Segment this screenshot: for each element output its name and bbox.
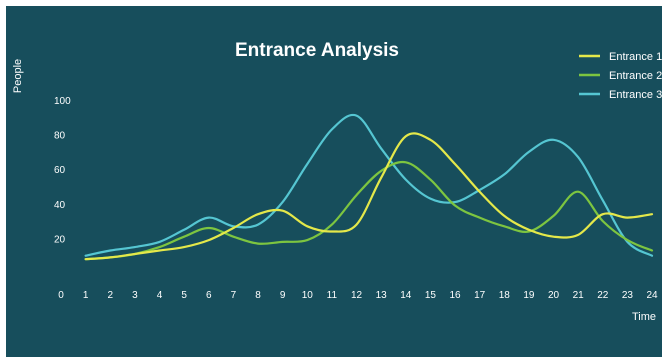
legend: Entrance 1 Entrance 2 Entrance 3 [579, 51, 662, 101]
x-tick-label: 18 [499, 290, 511, 301]
x-axis-label: Time [632, 311, 656, 323]
x-tick-label: 2 [107, 290, 113, 301]
x-tick-label: 22 [597, 290, 609, 301]
x-tick-label: 14 [400, 290, 412, 301]
x-tick-label: 9 [280, 290, 286, 301]
y-axis-label: People [12, 59, 24, 93]
x-tick-label: 10 [302, 290, 314, 301]
x-tick-label: 17 [474, 290, 486, 301]
x-tick-label: 20 [548, 290, 560, 301]
x-tick-label: 8 [255, 290, 261, 301]
x-tick-label: 23 [622, 290, 634, 301]
x-tick-label: 4 [157, 290, 163, 301]
x-tick-label: 5 [181, 290, 187, 301]
chart-panel: Entrance Analysis People Time 20 40 60 80 10… [6, 6, 662, 357]
series-lines [84, 113, 654, 261]
y-tick-label: 20 [54, 234, 66, 245]
series-line-1 [84, 132, 654, 261]
series-line-2 [84, 160, 654, 261]
legend-label: Entrance 2 [609, 70, 662, 82]
x-tick-label: 24 [646, 290, 658, 301]
series-line-3 [84, 113, 654, 257]
line-chart: Entrance Analysis People Time 2040608010… [12, 40, 662, 323]
x-tick-label: 0 [58, 290, 64, 301]
x-tick-label: 21 [573, 290, 585, 301]
x-tick-label: 16 [449, 290, 461, 301]
legend-label: Entrance 3 [609, 89, 662, 101]
legend-label: Entrance 1 [609, 51, 662, 63]
x-tick-labels: 0 1 2 3 4 5 6 7 8 9 10 11 12 13 14 15 16 17 18 19 20 21 22 23 24 [58, 290, 658, 301]
x-tick-label: 3 [132, 290, 138, 301]
x-tick-label: 7 [231, 290, 237, 301]
x-tick-label: 11 [327, 290, 338, 301]
x-tick-label: 13 [376, 290, 388, 301]
y-tick-labels: 20 40 60 80 100 [54, 96, 71, 245]
x-tick-label: 15 [425, 290, 437, 301]
x-tick-label: 1 [83, 290, 89, 301]
x-tick-label: 6 [206, 290, 212, 301]
y-tick-label: 40 [54, 200, 66, 211]
x-tick-label: 19 [523, 290, 535, 301]
chart-title: Entrance Analysis [235, 40, 399, 61]
y-tick-label: 60 [54, 165, 66, 176]
y-tick-label: 100 [54, 96, 71, 107]
x-tick-label: 12 [351, 290, 363, 301]
y-tick-label: 80 [54, 131, 66, 142]
